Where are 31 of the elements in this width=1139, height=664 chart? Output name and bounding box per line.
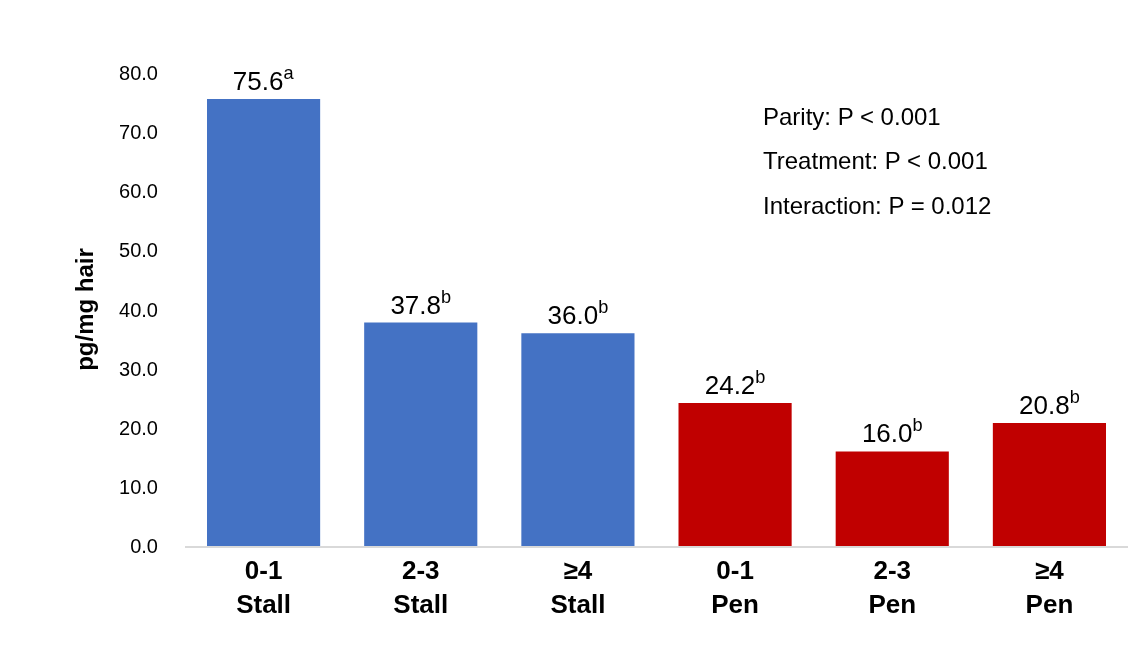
- y-tick-label: 60.0: [119, 180, 158, 203]
- x-tick-label: 0-1 Stall: [236, 554, 292, 619]
- annotation: Treatment: P < 0.001: [763, 147, 988, 174]
- y-tick-label: 80.0: [119, 62, 158, 84]
- data-label: 16.0$^{b}$: [861, 415, 923, 449]
- y-tick-label: 50.0: [119, 239, 158, 262]
- y-tick-label: 30.0: [119, 357, 158, 380]
- bar: [521, 333, 635, 546]
- bar: [992, 423, 1106, 546]
- data-label: 75.6$^{a}$: [232, 63, 295, 97]
- bar: [835, 451, 949, 546]
- y-tick-label: 10.0: [119, 475, 158, 498]
- y-tick-label: 20.0: [119, 416, 158, 439]
- annotation: Parity: P < 0.001: [763, 103, 941, 130]
- bar: [678, 402, 792, 546]
- y-tick-label: 0.0: [130, 535, 158, 557]
- x-tick-label: ≥4 Pen: [1025, 554, 1074, 619]
- bar: [207, 99, 321, 546]
- bar: [364, 322, 478, 546]
- data-label: 37.8$^{b}$: [390, 286, 452, 320]
- y-tick-label: 70.0: [119, 121, 158, 144]
- annotation: Interaction: P = 0.012: [763, 192, 992, 219]
- x-tick-label: ≥4 Stall: [550, 554, 606, 619]
- y-axis-title: pg/mg hair: [71, 248, 99, 371]
- data-label: 20.8$^{b}$: [1019, 387, 1080, 421]
- data-label: 24.2$^{b}$: [704, 367, 766, 400]
- x-tick-label: 0-1 Pen: [711, 554, 759, 619]
- x-tick-label: 2-3 Pen: [868, 554, 917, 619]
- data-label: 36.0$^{b}$: [547, 297, 609, 331]
- x-tick-label: 2-3 Stall: [393, 554, 449, 619]
- y-tick-label: 40.0: [119, 298, 158, 321]
